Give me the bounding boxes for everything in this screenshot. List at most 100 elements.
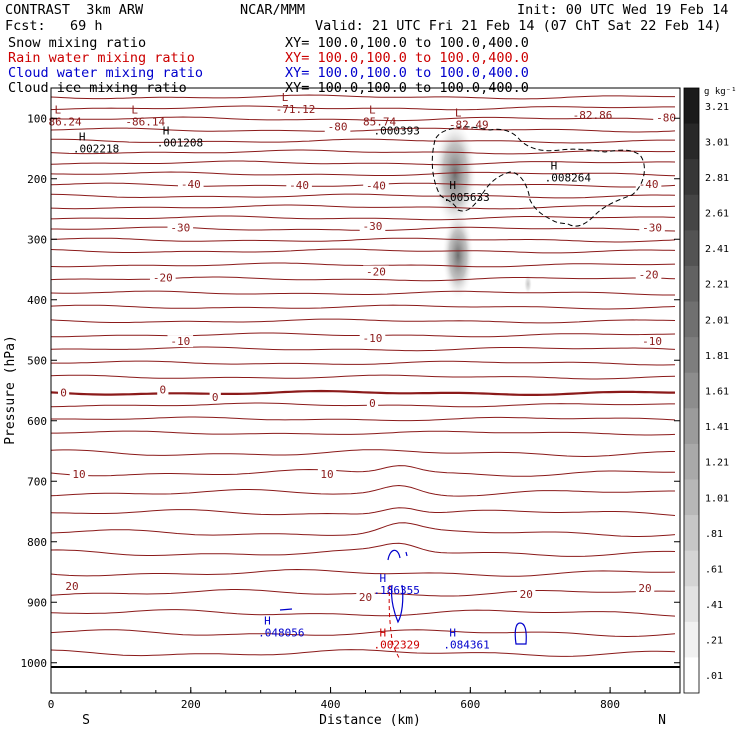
extremum-value: -82.86 xyxy=(573,109,613,122)
isotherm xyxy=(51,204,676,210)
isotherm-label: 0 xyxy=(212,391,219,404)
colorbar-label: 3.21 xyxy=(705,102,729,113)
field-name-rain: Rain water mixing ratio xyxy=(8,50,195,66)
colorbar-label: 2.01 xyxy=(705,315,729,326)
isotherm xyxy=(51,449,675,458)
isotherm xyxy=(51,484,675,497)
isotherm xyxy=(51,416,676,422)
colorbar: 3.21 3.01 2.81 2.61 2.41 2.21 2.01 1.81 1.61 1.41… xyxy=(683,87,729,694)
y-tick-label: 300 xyxy=(27,233,47,246)
colorbar-label: .41 xyxy=(705,600,723,611)
isotherm-label: 0 xyxy=(160,384,167,397)
isotherm xyxy=(51,193,676,199)
extremum-value: .084361 xyxy=(443,639,489,652)
ice-contour-line xyxy=(431,126,645,227)
south-label: S xyxy=(82,713,90,728)
extremum-value: .001208 xyxy=(157,136,203,149)
isotherm xyxy=(51,138,675,144)
isotherm xyxy=(51,237,676,243)
cloud-water-contour xyxy=(390,584,404,624)
isotherm-label: 0 xyxy=(369,397,376,410)
isotherm xyxy=(51,568,676,577)
colorbar-swatch xyxy=(684,479,699,516)
field-xy-rain: XY= 100.0,100.0 to 100.0,400.0 xyxy=(285,50,529,66)
isotherm-label: -40 xyxy=(181,178,201,191)
isotherm xyxy=(51,402,675,408)
y-tick-label: 900 xyxy=(27,596,47,609)
extremum-value: .005633 xyxy=(443,191,489,204)
isotherm-label-bg xyxy=(324,120,351,133)
isotherm-label-bg xyxy=(363,179,389,192)
isotherm-label: 20 xyxy=(65,580,78,593)
x-axis-ticks: 0 200 400 600 800 xyxy=(48,687,681,711)
isotherm xyxy=(51,649,676,657)
snow-shading-lower xyxy=(442,215,474,305)
isotherm-label-bg xyxy=(366,396,379,409)
colorbar-swatch xyxy=(684,230,699,267)
extremum-value: .002329 xyxy=(373,639,419,652)
high-marker: H xyxy=(551,160,558,173)
extrema-annotations: L86.24L-86.14L-71.12 L85.74L-82.49-82.86H… xyxy=(48,91,612,651)
extremum-value: .000393 xyxy=(373,124,419,137)
isotherm-label: 20 xyxy=(638,582,651,595)
colorbar-swatch xyxy=(684,586,699,623)
isotherm xyxy=(51,127,676,133)
isotherm xyxy=(51,430,676,436)
isotherm-label-bg xyxy=(317,468,337,481)
colorbar-label: .81 xyxy=(705,529,723,540)
high-marker: H xyxy=(163,124,170,137)
colorbar-label: 1.61 xyxy=(705,387,729,398)
isotherm-label: -10 xyxy=(642,335,662,348)
isotherm-label: -40 xyxy=(366,180,386,193)
isotherm-label: -10 xyxy=(363,332,383,345)
isotherm-label-bg xyxy=(639,335,665,348)
extremum-value: 86.24 xyxy=(48,115,81,128)
isotherm-label-bg xyxy=(286,179,312,192)
isotherm-label-bg xyxy=(639,221,665,234)
rain-water-contours xyxy=(388,584,401,661)
forecast-hour: Fcst: 69 h xyxy=(5,18,103,34)
colorbar-swatch xyxy=(684,621,699,658)
isotherm xyxy=(51,248,676,254)
isotherm-label-bg xyxy=(356,591,375,604)
colorbar-swatch xyxy=(684,515,699,552)
colorbar-swatch xyxy=(684,123,699,160)
extremum-value: -71.12 xyxy=(276,103,316,116)
high-marker: H xyxy=(449,627,456,640)
low-marker: L xyxy=(455,106,462,119)
y-tick-label: 100 xyxy=(27,112,47,125)
isotherm-label: 20 xyxy=(359,591,372,604)
isotherm-label: -40 xyxy=(639,178,659,191)
extremum-value: -86.14 xyxy=(125,115,165,128)
isotherm xyxy=(51,522,676,537)
y-tick-label: 400 xyxy=(27,294,47,307)
isotherm xyxy=(51,94,675,100)
isotherm-label-bg xyxy=(363,265,389,278)
colorbar-unit: g kg⁻¹ xyxy=(704,87,737,97)
isotherm-label: 10 xyxy=(320,468,333,481)
isotherm-label: 0 xyxy=(60,387,67,400)
valid-time: Valid: 21 UTC Fri 21 Feb 14 (07 ChT Sat … xyxy=(315,18,722,34)
isotherm-label: -80 xyxy=(328,120,348,133)
y-tick-label: 600 xyxy=(27,415,47,428)
isotherm xyxy=(51,182,676,188)
colorbar-swatch xyxy=(684,337,699,374)
colorbar-label: 1.01 xyxy=(705,493,729,504)
isotherm xyxy=(51,374,676,380)
colorbar-label: 2.41 xyxy=(705,244,729,255)
isotherm-label: -20 xyxy=(153,272,173,285)
high-marker: H xyxy=(264,615,271,628)
low-marker: L xyxy=(369,103,376,116)
isotherm-label: -40 xyxy=(289,179,309,192)
low-marker: L xyxy=(131,103,138,116)
colorbar-label: 2.81 xyxy=(705,173,729,184)
isotherm xyxy=(51,149,676,155)
isotherm xyxy=(51,360,676,366)
colorbar-swatch xyxy=(684,194,699,231)
isotherm-label: 20 xyxy=(520,588,533,601)
colorbar-label: 1.21 xyxy=(705,458,729,469)
y-tick-label: 800 xyxy=(27,536,47,549)
isotherm xyxy=(51,160,676,166)
colorbar-label: 2.61 xyxy=(705,209,729,220)
